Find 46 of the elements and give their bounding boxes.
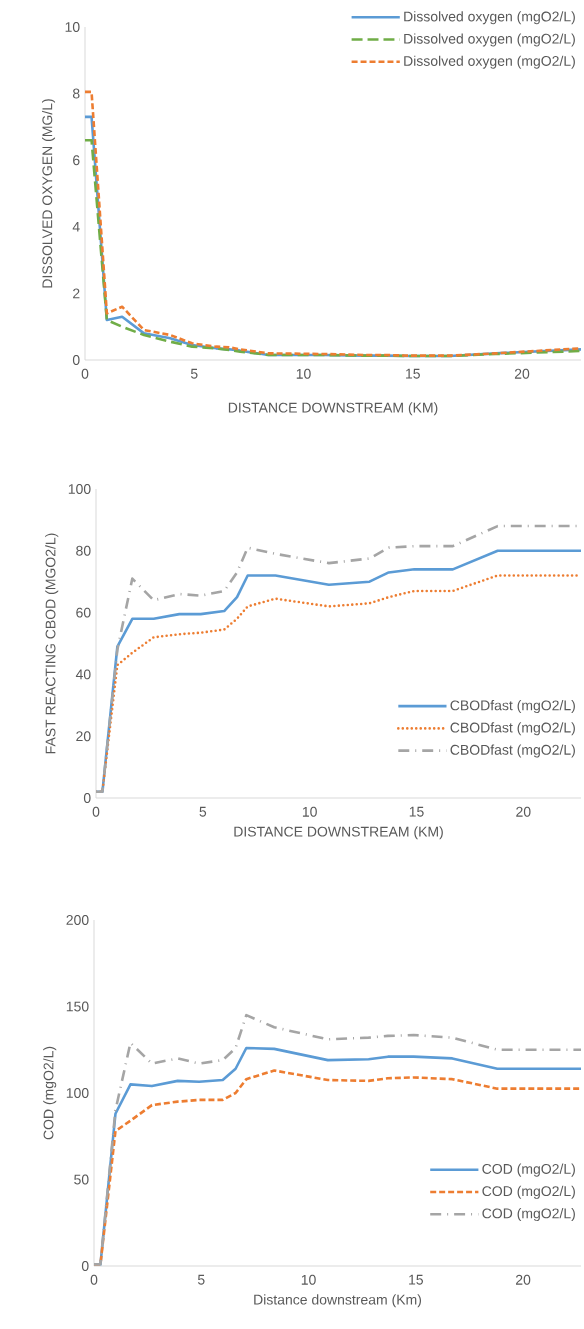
y-tick-label: 100	[66, 1088, 89, 1098]
x-tick-label: 0	[90, 1274, 98, 1285]
legend-label: COD (mgO2/L)	[482, 1163, 575, 1177]
y-tick-label: 200	[66, 915, 89, 925]
y-tick-label: 80	[76, 545, 91, 556]
y-tick-label: 40	[75, 669, 91, 680]
y-tick-label: 60	[76, 607, 91, 618]
x-tick-label: 20	[516, 1274, 531, 1285]
x-axis-title: Distance downstream (Km)	[254, 1294, 422, 1308]
y-tick-label: 100	[68, 484, 91, 494]
x-tick-label: 15	[406, 368, 420, 379]
legend-label: CBODfast (mgO2/L)	[450, 722, 575, 736]
y-axis-title: FAST REACTING CBOD (MGO2/L)	[45, 533, 59, 754]
y-tick-label: 4	[72, 221, 80, 232]
y-tick-label: 6	[73, 155, 80, 166]
legend-label: Dissolved oxygen (mgO2/L)	[404, 55, 575, 69]
x-axis-title: DISTANCE DOWNSTREAM (KM)	[234, 826, 443, 840]
legend-label: Dissolved oxygen (mgO2/L)	[404, 33, 575, 47]
x-tick-label: 10	[296, 368, 311, 379]
x-tick-label: 15	[409, 806, 424, 817]
x-tick-label: 15	[409, 1274, 424, 1285]
legend-label: Dissolved oxygen (mgO2/L)	[404, 11, 575, 25]
x-tick-label: 10	[301, 1274, 316, 1285]
y-tick-label: 20	[76, 731, 91, 742]
y-tick-label: 10	[65, 22, 80, 32]
x-tick-label: 20	[516, 806, 531, 817]
x-tick-label: 10	[302, 806, 317, 817]
y-tick-label: 50	[74, 1174, 89, 1185]
x-tick-label: 5	[190, 368, 198, 379]
legend-label: COD (mgO2/L)	[482, 1185, 575, 1199]
legend-label: CBODfast (mgO2/L)	[450, 744, 575, 758]
y-tick-label: 2	[73, 288, 80, 299]
legend-label: CBODfast (mgO2/L)	[450, 700, 575, 714]
legend-label: COD (mgO2/L)	[482, 1208, 575, 1222]
y-axis-title: COD (mgO2/L)	[43, 1046, 57, 1140]
x-tick-label: 0	[92, 806, 100, 817]
y-tick-label: 0	[81, 1261, 89, 1271]
y-tick-label: 0	[83, 793, 91, 803]
y-tick-label: 150	[66, 1001, 89, 1012]
x-tick-label: 5	[199, 806, 207, 817]
x-tick-label: 5	[197, 1274, 205, 1285]
y-axis-title: DISSOLVED OXYGEN (MG/L)	[41, 99, 56, 288]
y-tick-label: 0	[72, 355, 80, 365]
y-tick-label: 8	[72, 88, 80, 99]
x-tick-label: 20	[514, 368, 530, 379]
x-axis-title: DISTANCE DOWNSTREAM (KM)	[228, 402, 438, 416]
